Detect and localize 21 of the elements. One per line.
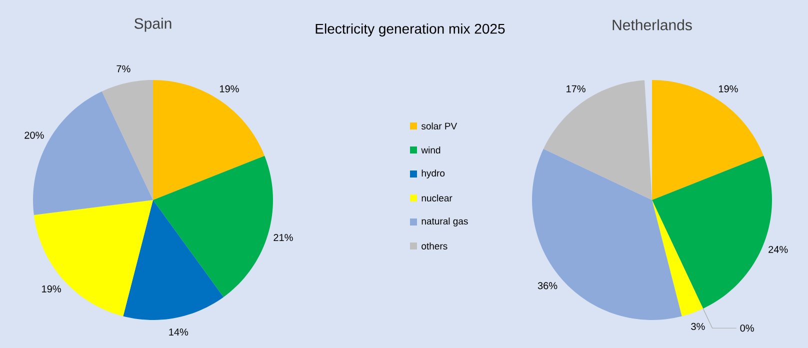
data-label: 19% xyxy=(220,85,239,92)
chart-title: Spain xyxy=(134,18,172,32)
data-label: 19% xyxy=(718,85,738,92)
chart-title: Netherlands xyxy=(612,19,692,30)
legend-label: hydro xyxy=(422,170,445,178)
legend-label: nuclear xyxy=(422,194,452,202)
data-label: 21% xyxy=(274,234,293,242)
data-label: 36% xyxy=(538,282,558,290)
data-label: 7% xyxy=(116,65,130,72)
legend-label: others xyxy=(422,242,448,250)
legend-label: solar PV xyxy=(421,122,458,130)
text: 0% xyxy=(740,324,754,332)
data-label: 3% xyxy=(691,322,705,330)
legend-label: natural gas xyxy=(422,218,468,226)
data-label: 24% xyxy=(768,246,788,253)
data-label: 14% xyxy=(169,328,188,336)
data-label: 17% xyxy=(566,85,586,92)
legend-label: wind xyxy=(421,146,440,154)
data-label: 19% xyxy=(42,285,61,292)
text: Electricity generation mix 2025 xyxy=(316,23,505,37)
data-label: 20% xyxy=(24,132,44,139)
